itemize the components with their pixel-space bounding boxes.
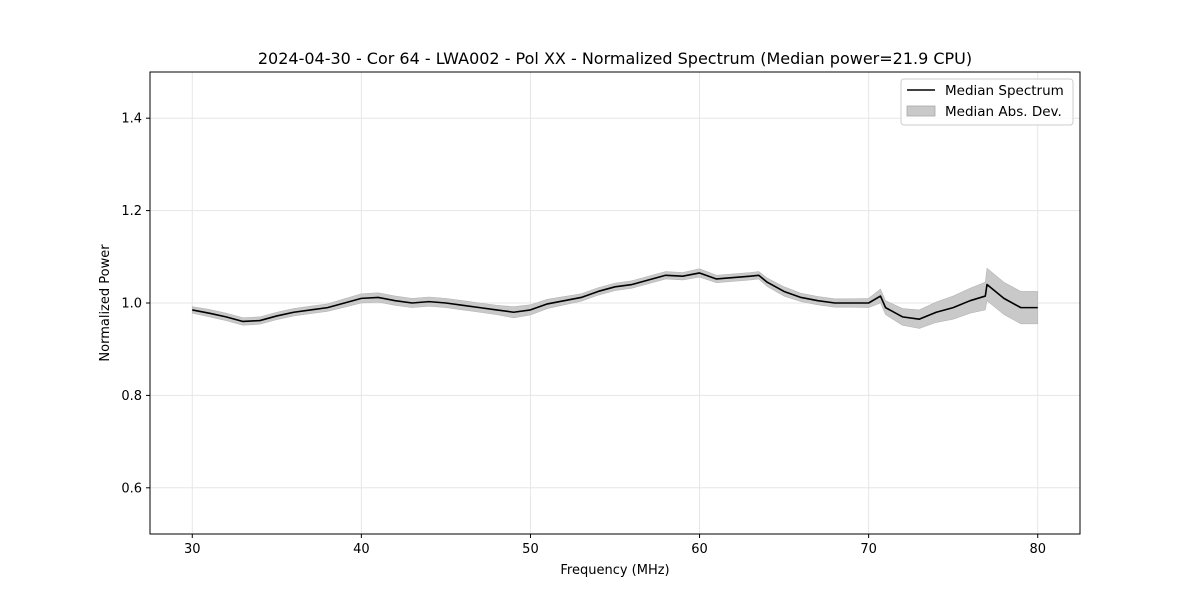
y-tick-label: 0.6 — [121, 481, 142, 496]
y-tick-label: 1.4 — [121, 112, 142, 127]
legend-band-swatch — [906, 105, 936, 117]
y-tick-label: 1.0 — [121, 297, 142, 312]
x-tick-label: 60 — [691, 542, 708, 557]
legend: Median Spectrum Median Abs. Dev. — [900, 78, 1074, 126]
y-tick-label: 1.2 — [121, 204, 142, 219]
x-tick-label: 50 — [522, 542, 539, 557]
legend-label-median-spectrum: Median Spectrum — [945, 83, 1064, 99]
x-tick-label: 30 — [184, 542, 201, 557]
y-axis-ticks: 0.6 0.8 1.0 1.2 1.4 — [121, 112, 150, 496]
median-spectrum-path — [192, 272, 1038, 323]
median-spectrum-line — [192, 272, 1038, 323]
y-tick-label: 0.8 — [121, 389, 142, 404]
x-axis-label: Frequency (MHz) — [560, 563, 669, 578]
chart-title: 2024-04-30 - Cor 64 - LWA002 - Pol XX - … — [258, 49, 972, 68]
x-axis-ticks: 30 40 50 60 70 80 — [184, 534, 1046, 557]
legend-label-median-abs-dev: Median Abs. Dev. — [945, 104, 1062, 120]
x-tick-label: 80 — [1029, 542, 1046, 557]
x-tick-label: 70 — [860, 542, 877, 557]
legend-box — [900, 78, 1074, 126]
y-axis-label: Normalized Power — [98, 244, 113, 362]
x-tick-label: 40 — [353, 542, 370, 557]
